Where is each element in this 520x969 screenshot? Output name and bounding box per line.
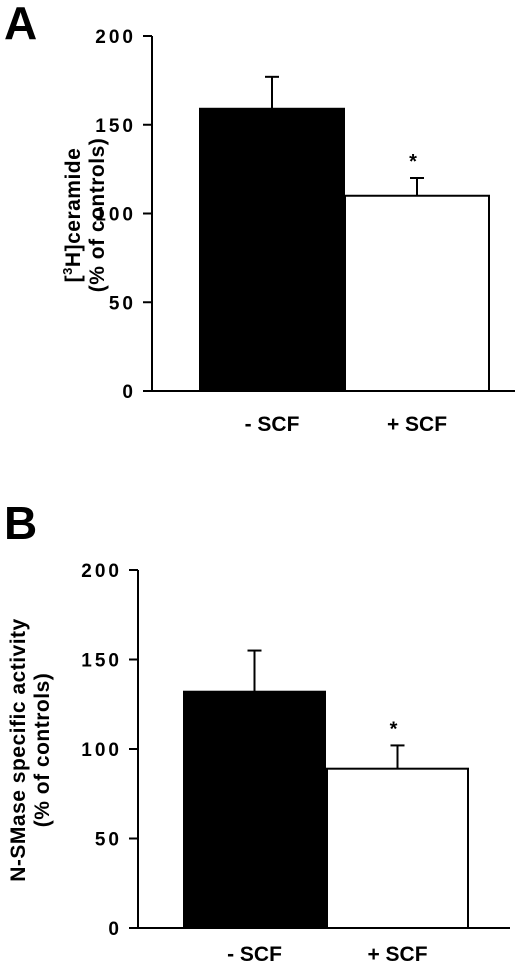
y-tick-label-b: 150 [81,651,122,672]
bar-a-2 [344,194,490,392]
y-tick-label-b: 200 [81,561,122,582]
y-tick-label-a: 50 [109,293,136,314]
chart-panel-a: A [3H]ceramide (% of controls) 0 50 100 150… [0,0,520,470]
chart-panel-b: B N-SMase specific activity (% of contro… [0,500,520,969]
y-tick-label-b: 0 [108,919,122,940]
y-tick-label-a: 100 [95,205,136,226]
bar-chart-a: 0 50 100 150 200 - SCF * + SCF [95,27,515,436]
y-tick-label-a: 200 [95,27,136,48]
y-tick-label-a: 0 [122,382,136,403]
panel-letter-a: A [4,0,38,49]
bar-b-1 [183,690,326,929]
y-tick-label-b: 50 [95,830,122,851]
category-label-b-2: + SCF [367,943,427,966]
y-tick-label-a: 150 [95,116,136,137]
bar-a-1 [199,107,345,393]
panel-letter-b: B [4,497,38,549]
significance-marker-b: * [390,718,398,740]
category-label-a-1: - SCF [245,413,300,436]
significance-marker-a: * [409,151,417,173]
bar-b-2 [326,767,469,929]
category-label-b-1: - SCF [227,943,282,966]
bar-chart-b: 0 50 100 150 200 - SCF * + SCF [81,561,510,966]
y-tick-label-b: 100 [81,740,122,761]
category-label-a-2: + SCF [387,413,447,436]
